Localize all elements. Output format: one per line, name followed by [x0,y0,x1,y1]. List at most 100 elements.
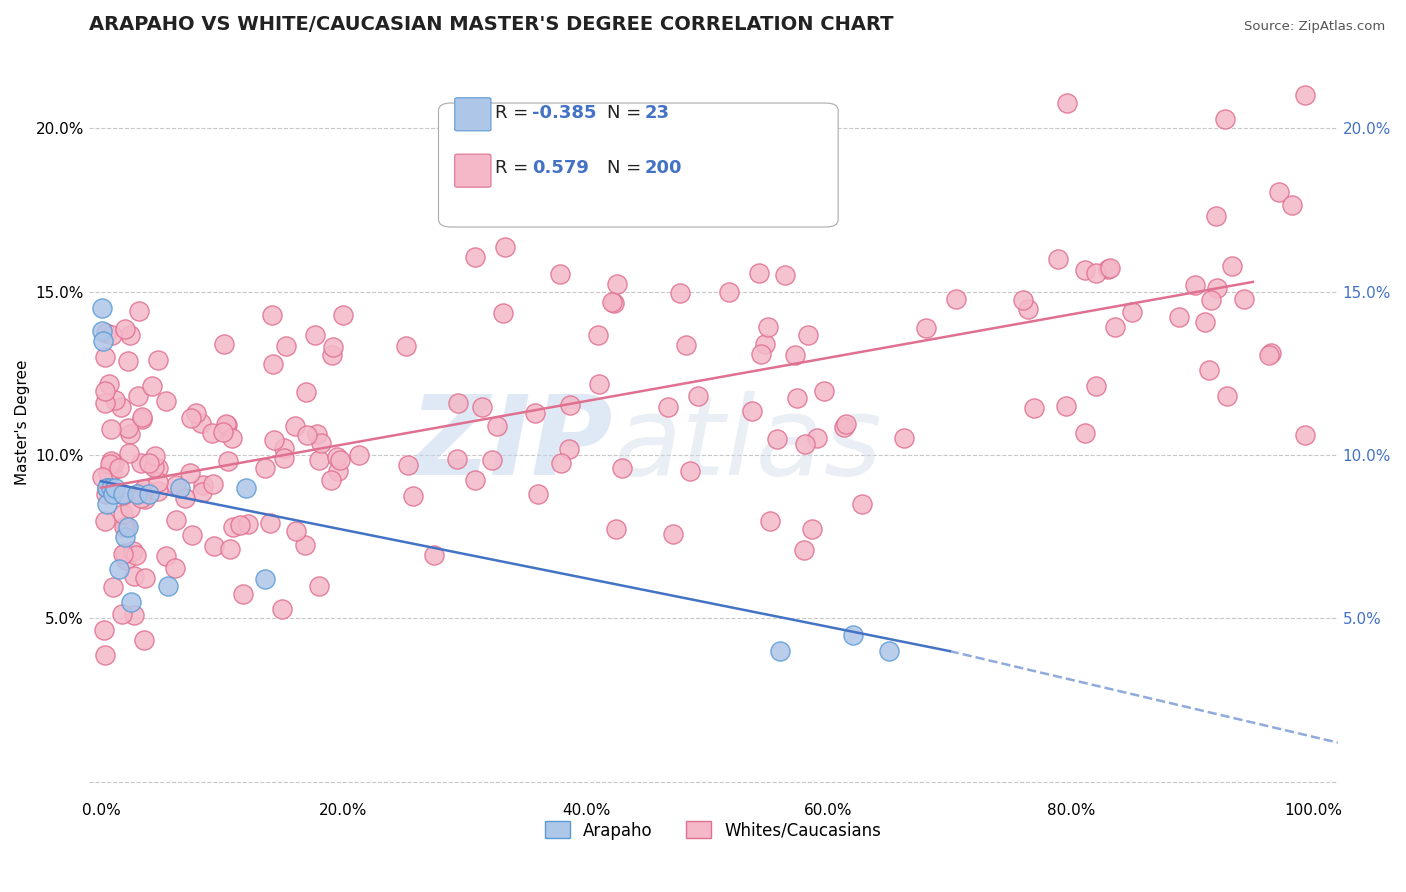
Point [835,417,858,432]
Point [606,277,628,292]
Point [321,348,343,362]
Point [332,308,354,322]
Point [481,453,503,467]
Point [1012,293,1035,307]
Point [221,431,243,445]
Point [1098,260,1121,275]
Point [93,351,115,365]
Point [557,442,579,456]
Point [766,432,789,446]
Point [1084,378,1107,392]
Point [322,340,344,354]
Point [179,467,201,481]
Point [118,446,141,460]
Point [212,425,235,440]
Point [769,644,792,658]
Point [1104,319,1126,334]
Text: R =: R = [495,103,534,122]
Point [108,460,131,475]
Point [464,473,486,487]
Point [128,304,150,318]
Point [396,458,419,473]
Point [93,623,115,637]
Point [122,608,145,623]
Point [446,452,468,467]
Point [463,250,485,264]
Point [787,187,810,202]
Point [111,547,134,561]
Point [100,454,122,468]
Point [253,461,276,475]
Point [1260,346,1282,360]
Point [1121,305,1143,319]
Point [190,417,212,431]
Point [485,419,508,434]
Point [1194,315,1216,329]
Point [661,526,683,541]
Point [326,464,349,478]
Point [134,492,156,507]
Point [329,453,352,467]
Point [1085,267,1108,281]
Point [253,572,276,586]
Point [284,419,307,434]
Point [115,520,138,534]
Point [273,450,295,465]
Point [1281,198,1303,212]
Point [201,425,224,440]
Point [232,587,254,601]
Point [165,513,187,527]
Point [98,457,121,471]
Point [686,389,709,403]
Point [492,306,515,320]
Point [1074,426,1097,441]
Point [111,607,134,621]
Point [155,549,177,563]
Point [120,595,142,609]
Point [319,473,342,487]
Point [134,571,156,585]
Point [311,436,333,450]
Point [146,475,169,490]
Point [1294,87,1316,102]
Point [117,520,139,534]
Point [104,481,127,495]
Point [103,456,125,470]
Point [129,486,152,500]
Point [1184,278,1206,293]
FancyBboxPatch shape [454,154,491,187]
Point [129,456,152,470]
Text: N =: N = [607,103,647,122]
Point [602,296,624,310]
Point [797,328,820,343]
Point [94,396,117,410]
Point [125,548,148,562]
Point [813,384,835,398]
Point [101,487,124,501]
Point [229,518,252,533]
Point [1213,112,1236,127]
Point [1205,281,1227,295]
Point [114,322,136,336]
Point [148,460,170,475]
Point [786,392,808,406]
Point [184,406,207,420]
Point [806,431,828,445]
Point [295,384,318,399]
Point [1047,252,1070,266]
Point [447,396,470,410]
Point [271,602,294,616]
FancyBboxPatch shape [439,103,838,227]
Text: N =: N = [607,160,647,178]
Point [308,579,330,593]
Point [112,520,135,534]
Point [115,553,138,567]
Point [131,409,153,424]
Point [100,481,122,495]
Point [851,497,873,511]
Text: atlas: atlas [613,392,882,499]
Point [148,483,170,498]
Point [96,497,118,511]
Point [94,487,117,501]
Point [308,452,330,467]
